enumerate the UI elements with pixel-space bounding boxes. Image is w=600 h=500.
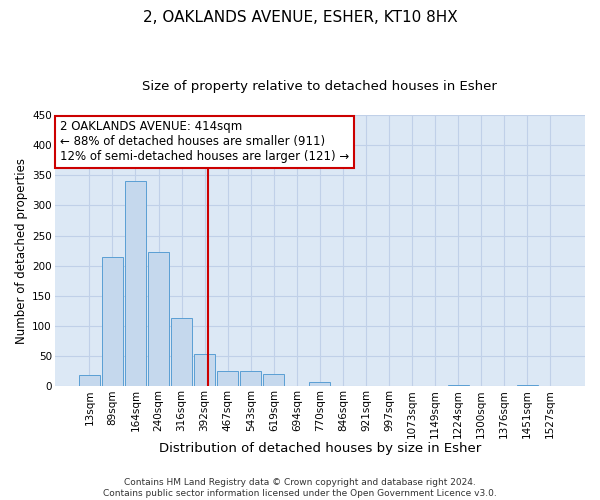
Bar bbox=[125, 182, 146, 386]
Title: Size of property relative to detached houses in Esher: Size of property relative to detached ho… bbox=[142, 80, 497, 93]
Text: 2 OAKLANDS AVENUE: 414sqm
← 88% of detached houses are smaller (911)
12% of semi: 2 OAKLANDS AVENUE: 414sqm ← 88% of detac… bbox=[60, 120, 349, 164]
Text: Contains HM Land Registry data © Crown copyright and database right 2024.
Contai: Contains HM Land Registry data © Crown c… bbox=[103, 478, 497, 498]
Bar bbox=[263, 374, 284, 386]
Text: 2, OAKLANDS AVENUE, ESHER, KT10 8HX: 2, OAKLANDS AVENUE, ESHER, KT10 8HX bbox=[143, 10, 457, 25]
Bar bbox=[194, 354, 215, 386]
Bar bbox=[448, 385, 469, 386]
Bar bbox=[79, 376, 100, 386]
Bar bbox=[102, 256, 123, 386]
Bar bbox=[240, 371, 262, 386]
Bar bbox=[517, 385, 538, 386]
Bar bbox=[309, 382, 331, 386]
Bar bbox=[217, 370, 238, 386]
Y-axis label: Number of detached properties: Number of detached properties bbox=[15, 158, 28, 344]
Bar bbox=[171, 318, 192, 386]
X-axis label: Distribution of detached houses by size in Esher: Distribution of detached houses by size … bbox=[159, 442, 481, 455]
Bar bbox=[148, 252, 169, 386]
